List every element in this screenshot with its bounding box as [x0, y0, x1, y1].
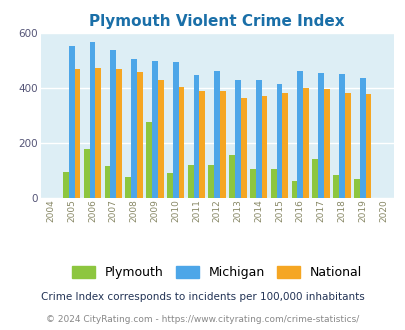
Bar: [178, 86, 184, 198]
Bar: [261, 96, 267, 198]
Bar: [214, 72, 220, 198]
Bar: [125, 178, 131, 198]
Bar: [75, 69, 80, 198]
Bar: [318, 73, 323, 198]
Bar: [131, 59, 136, 198]
Bar: [187, 165, 193, 198]
Bar: [255, 80, 261, 198]
Bar: [151, 60, 158, 198]
Bar: [193, 75, 199, 198]
Text: © 2024 CityRating.com - https://www.cityrating.com/crime-statistics/: © 2024 CityRating.com - https://www.city…: [46, 315, 359, 324]
Bar: [83, 148, 90, 198]
Bar: [297, 71, 303, 198]
Title: Plymouth Violent Crime Index: Plymouth Violent Crime Index: [89, 14, 344, 29]
Bar: [333, 176, 338, 198]
Bar: [95, 68, 101, 198]
Bar: [303, 88, 308, 198]
Bar: [234, 80, 240, 198]
Bar: [110, 50, 116, 198]
Bar: [166, 173, 172, 198]
Bar: [291, 181, 297, 198]
Bar: [136, 72, 143, 198]
Bar: [311, 159, 318, 198]
Bar: [63, 172, 69, 198]
Bar: [276, 84, 282, 198]
Bar: [240, 98, 246, 198]
Bar: [282, 93, 288, 198]
Bar: [208, 165, 214, 198]
Bar: [220, 91, 225, 198]
Bar: [249, 169, 255, 198]
Bar: [90, 42, 95, 198]
Bar: [344, 93, 350, 198]
Bar: [69, 46, 75, 198]
Bar: [158, 80, 163, 198]
Bar: [270, 169, 276, 198]
Bar: [359, 78, 364, 198]
Text: Crime Index corresponds to incidents per 100,000 inhabitants: Crime Index corresponds to incidents per…: [41, 292, 364, 302]
Bar: [338, 74, 344, 198]
Bar: [104, 166, 110, 198]
Bar: [364, 94, 371, 198]
Bar: [116, 69, 122, 198]
Bar: [172, 62, 178, 198]
Bar: [199, 91, 205, 198]
Bar: [229, 155, 234, 198]
Bar: [146, 122, 151, 198]
Bar: [353, 179, 359, 198]
Bar: [323, 89, 329, 198]
Legend: Plymouth, Michigan, National: Plymouth, Michigan, National: [67, 261, 366, 284]
